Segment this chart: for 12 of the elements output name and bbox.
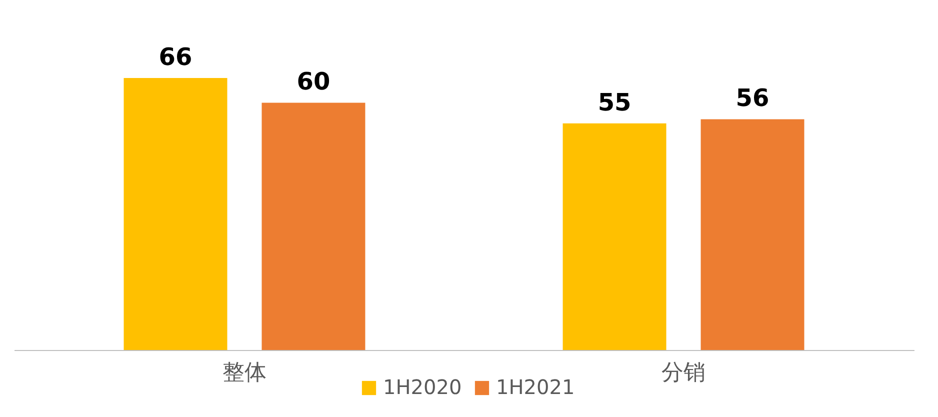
bar: [700, 119, 804, 350]
bar: [562, 123, 666, 350]
legend-label: 1H2020: [383, 375, 462, 399]
x-tick-label: 分销: [662, 360, 706, 386]
legend-label: 1H2021: [496, 375, 575, 399]
data-label: 55: [598, 88, 632, 116]
bar: [262, 102, 366, 350]
bar: [124, 78, 228, 350]
data-label: 66: [158, 43, 192, 71]
data-label: 56: [736, 84, 770, 112]
x-tick-label: 整体: [222, 360, 266, 386]
data-label: 60: [296, 68, 330, 96]
